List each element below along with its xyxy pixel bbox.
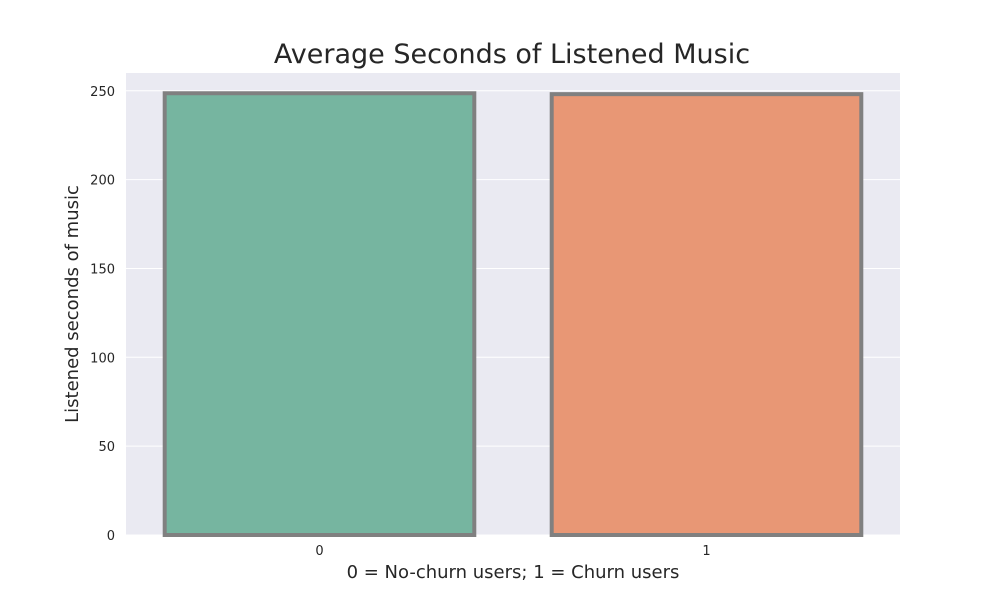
bar-0 xyxy=(162,91,477,537)
bar-1 xyxy=(549,92,864,537)
y-axis-ticks: 0 50 100 150 200 250 xyxy=(90,85,115,544)
y-tick-label: 200 xyxy=(90,174,115,189)
x-tick-label: 0 xyxy=(315,544,323,559)
chart-title: Average Seconds of Listened Music xyxy=(274,39,750,70)
bars xyxy=(162,91,864,537)
x-tick-label: 1 xyxy=(702,544,710,559)
y-tick-label: 150 xyxy=(90,262,115,277)
y-tick-label: 0 xyxy=(107,529,115,544)
y-axis-label: Listened seconds of music xyxy=(62,185,83,423)
y-tick-label: 50 xyxy=(98,440,115,455)
y-tick-label: 100 xyxy=(90,351,115,366)
x-axis-label: 0 = No-churn users; 1 = Churn users xyxy=(347,562,680,583)
y-tick-label: 250 xyxy=(90,85,115,100)
